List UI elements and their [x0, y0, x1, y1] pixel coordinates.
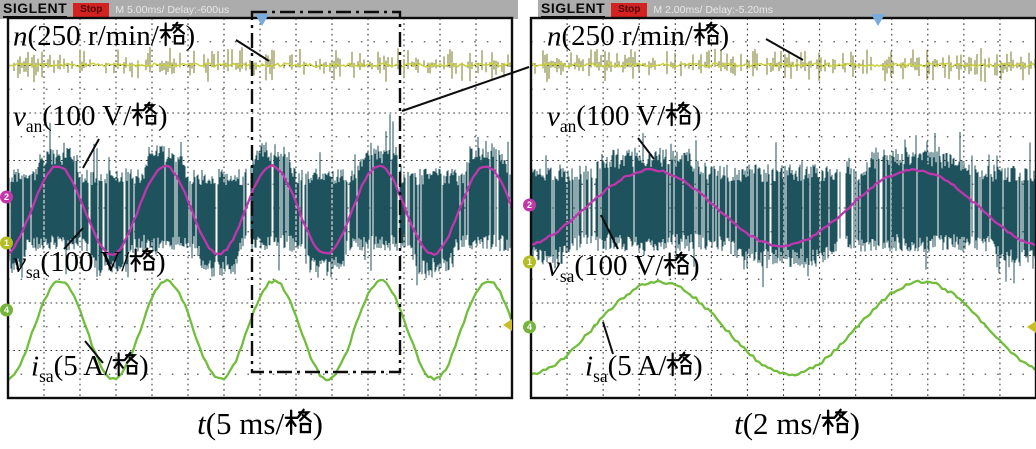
trigger-level-arrow-icon — [1027, 321, 1036, 333]
svg-text:4: 4 — [4, 305, 9, 315]
trace-v_sa — [530, 167, 1036, 248]
svg-text:2: 2 — [4, 192, 9, 202]
ge-character-glyph — [112, 351, 139, 377]
label-isa-right: isa(5 A/) — [585, 350, 703, 387]
label-van-left: van(100 V/) — [13, 100, 168, 137]
channel-marker-ch2: 2 — [523, 198, 536, 212]
status-badge: Stop — [611, 2, 648, 17]
label-vsa-left: vsa(100 V/) — [13, 246, 166, 283]
channel-marker-ch1: 1 — [0, 236, 13, 250]
label-isa-left: isa(5 A/) — [31, 350, 149, 387]
waveform-display-left: 2 1 4 — [0, 14, 514, 400]
label-vsa-right: vsa(100 V/) — [547, 250, 700, 287]
ge-character-glyph — [131, 101, 158, 127]
ge-character-glyph — [284, 408, 312, 435]
channel-marker-ch4: 4 — [523, 320, 536, 334]
waveform-display-right: 2 1 4 — [523, 14, 1036, 400]
timebase-readout: M 2.00ms/ Delay:-5.20ms — [653, 3, 774, 16]
trigger-level-arrow-icon — [503, 319, 512, 331]
channel-marker-ch4: 4 — [0, 303, 13, 317]
ge-character-glyph — [129, 247, 156, 273]
svg-text:4: 4 — [527, 322, 532, 332]
status-badge: Stop — [73, 2, 110, 17]
ge-character-glyph — [665, 101, 692, 127]
ge-character-glyph — [693, 21, 719, 47]
label-speed-right: n(250 r/min/) — [547, 20, 730, 53]
channel-marker-ch1: 1 — [523, 255, 536, 269]
time-axis-label-left: t(5 ms/) — [197, 406, 323, 441]
channel-marker-ch2: 2 — [0, 190, 13, 204]
timebase-readout: M 5.00ms/ Delay:-600us — [115, 3, 230, 16]
ge-character-glyph — [821, 408, 849, 435]
svg-text:1: 1 — [4, 238, 9, 248]
time-axis-label-right: t(2 ms/) — [734, 406, 860, 441]
label-speed-left: n(250 r/min/) — [13, 20, 196, 53]
ge-character-glyph — [159, 21, 185, 47]
ge-character-glyph — [666, 351, 693, 377]
trigger-position-icon — [871, 14, 885, 26]
trace-n — [530, 48, 1036, 82]
trace-i_sa — [530, 279, 1036, 377]
svg-text:1: 1 — [527, 257, 532, 267]
svg-text:2: 2 — [527, 200, 532, 210]
trigger-position-icon — [255, 14, 269, 26]
ge-character-glyph — [663, 251, 690, 277]
label-van-right: van(100 V/) — [547, 100, 702, 137]
